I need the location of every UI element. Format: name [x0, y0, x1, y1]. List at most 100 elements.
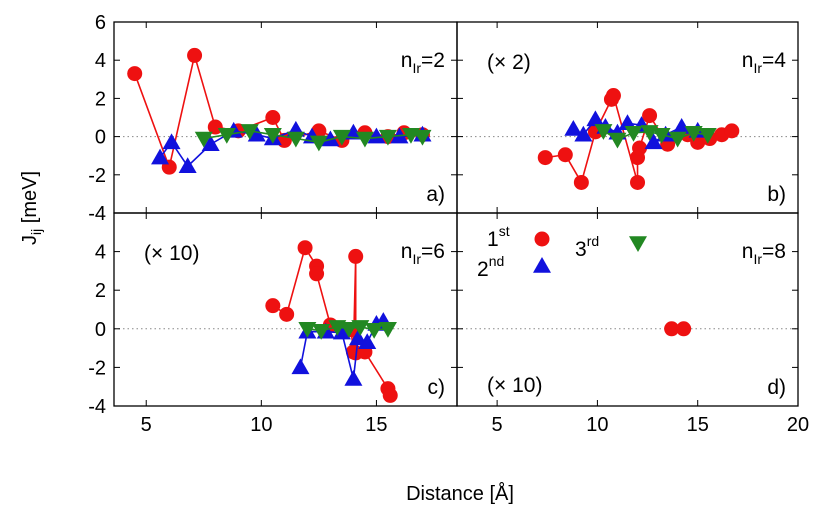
- nir-label: nIr=6: [401, 240, 445, 267]
- x-tick-label: 5: [492, 414, 503, 436]
- y-tick-label: 2: [95, 88, 106, 110]
- legend-entry-1st: 1st: [487, 223, 550, 251]
- data-point: [672, 118, 691, 134]
- x-tick-label: 20: [787, 414, 809, 436]
- data-point: [413, 129, 432, 146]
- panel-b: nIr=4 b) (× 2): [456, 21, 799, 214]
- y-axis-label-main: J: [19, 235, 41, 245]
- legend-label: 1st: [487, 223, 510, 251]
- nir-label: nIr=8: [742, 240, 786, 267]
- data-point: [574, 125, 593, 142]
- panel-d: 5 10 15 20 nIr=8 d) (× 10): [456, 212, 809, 436]
- data-point: [668, 131, 687, 148]
- panel-frame: [456, 212, 799, 407]
- data-point: [564, 119, 583, 136]
- y-tick-label: 0: [95, 319, 106, 341]
- y-axis-label-sub: ij: [28, 229, 44, 235]
- y-tick-label: 4: [95, 50, 106, 72]
- legend-label: 3rd: [575, 233, 599, 261]
- series-3rd: [298, 320, 397, 340]
- data-point: [630, 174, 646, 190]
- data-point: [349, 329, 368, 346]
- x-tick-label: 10: [586, 414, 608, 436]
- legend-marker: [533, 257, 551, 273]
- data-point: [265, 110, 281, 125]
- data-point: [151, 148, 170, 165]
- data-point: [355, 131, 374, 148]
- y-tick-label: -4: [88, 203, 106, 225]
- data-point: [724, 123, 740, 139]
- scale-label: (× 10): [487, 374, 542, 397]
- series-3rd: [194, 124, 432, 152]
- nir-label: nIr=4: [742, 49, 787, 76]
- data-point: [207, 119, 223, 135]
- data-point: [265, 298, 281, 314]
- data-point: [279, 306, 295, 322]
- panel-letter: a): [426, 183, 445, 206]
- x-tick-label: 5: [141, 414, 152, 436]
- data-point: [344, 369, 363, 386]
- y-tick-label: -4: [88, 396, 106, 418]
- data-point: [624, 126, 643, 142]
- data-point: [201, 135, 220, 151]
- data-point: [676, 321, 692, 337]
- y-tick-label: 2: [95, 280, 106, 302]
- y-tick-label: 6: [95, 12, 106, 34]
- x-tick-label: 15: [365, 414, 387, 436]
- x-tick-label: 10: [250, 414, 272, 436]
- data-point: [298, 322, 317, 338]
- y-tick-label: 4: [95, 242, 106, 264]
- y-tick-label: -2: [88, 357, 106, 379]
- data-point: [644, 133, 663, 150]
- panel-letter: d): [767, 376, 786, 399]
- data-point: [127, 66, 143, 82]
- data-point: [194, 131, 213, 148]
- data-point: [632, 140, 648, 156]
- data-point: [217, 127, 236, 144]
- panel-letter: b): [767, 183, 786, 206]
- x-tick-label: 15: [687, 414, 709, 436]
- data-point: [187, 47, 203, 63]
- data-point: [378, 322, 397, 338]
- data-point: [178, 157, 197, 173]
- data-point: [286, 131, 305, 148]
- data-point: [594, 124, 613, 140]
- data-point: [321, 130, 340, 147]
- data-point: [240, 124, 259, 140]
- data-point: [586, 110, 605, 127]
- legend-marker: [534, 231, 550, 247]
- data-point: [608, 132, 627, 149]
- data-point: [557, 147, 573, 163]
- scale-label: (× 2): [487, 51, 531, 74]
- data-point: [162, 133, 181, 150]
- data-point: [382, 387, 398, 403]
- y-axis-label-unit: [meV]: [19, 171, 41, 229]
- legend-entry-3rd: 3rd: [575, 233, 647, 261]
- data-point: [365, 323, 384, 339]
- series-3rd: [594, 124, 717, 149]
- data-point: [344, 123, 363, 140]
- data-point: [263, 127, 282, 144]
- data-point: [358, 333, 377, 350]
- data-point: [309, 266, 325, 282]
- y-axis-label: Jij [meV]: [19, 171, 44, 245]
- series-1st: [664, 321, 692, 337]
- legend-label: 2nd: [477, 253, 504, 281]
- data-point: [348, 248, 364, 264]
- data-point: [247, 125, 266, 142]
- y-tick-label: -2: [88, 165, 106, 187]
- panel-letter: c): [428, 376, 446, 399]
- y-tick-label: 0: [95, 127, 106, 149]
- data-point: [537, 150, 553, 166]
- x-axis-label: Distance [Å]: [406, 482, 514, 505]
- data-point: [698, 127, 717, 144]
- data-point: [573, 174, 589, 190]
- panel-c: 5 10 15 4 2 0 -2 -4 nIr=6 c) (× 10): [88, 212, 458, 436]
- data-point: [291, 358, 310, 375]
- data-point: [332, 129, 351, 146]
- data-point: [297, 240, 313, 256]
- scale-label: (× 10): [144, 242, 199, 265]
- panel-a: 6 4 2 0 -2 -4 nIr=2 a): [88, 12, 458, 225]
- data-point: [684, 126, 703, 142]
